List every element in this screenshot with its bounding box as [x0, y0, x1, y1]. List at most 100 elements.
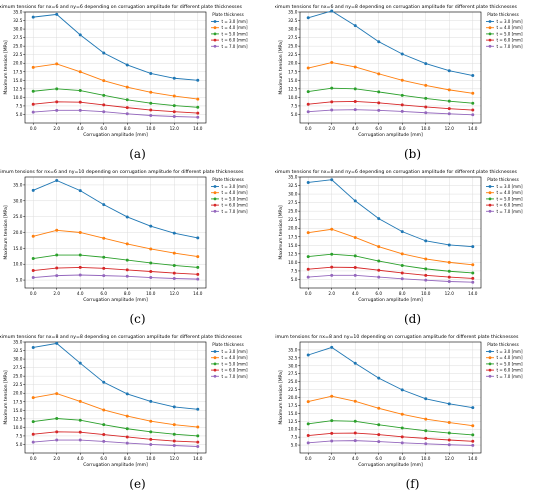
panel-d: Maximum tensions for nx=8 and ny=6 depen…	[275, 165, 550, 330]
y-tick-label: 17.5	[288, 69, 298, 74]
y-tick-label: 20.0	[288, 61, 298, 66]
x-tick-label: 2.0	[328, 291, 335, 296]
x-tick-label: 0.0	[30, 456, 37, 461]
data-point	[306, 180, 310, 184]
data-point	[353, 199, 357, 203]
legend-entry: t = 6.0 [mm]	[497, 203, 523, 208]
y-tick-label: 27.5	[288, 200, 298, 205]
panel-b: Maximum tensions for nx=6 and ny=8 depen…	[275, 0, 550, 165]
x-tick-label: 10.0	[146, 456, 156, 461]
chart-e: Maximum tensions for nx=8 and ny=8 depen…	[0, 334, 248, 468]
y-tick-label: 25.0	[288, 379, 298, 384]
chart-title: Maximum tensions for nx=8 and ny=6 depen…	[275, 169, 518, 175]
data-point	[330, 252, 334, 256]
series-line	[33, 254, 198, 268]
y-tick-label: 30.0	[13, 357, 23, 362]
data-point	[78, 430, 82, 434]
y-tick-label: 32.5	[288, 18, 298, 23]
data-point	[102, 51, 106, 55]
x-tick-label: 2.0	[328, 126, 335, 131]
series-line	[308, 253, 473, 274]
data-point	[172, 251, 176, 255]
y-tick-label: 25.0	[13, 44, 23, 49]
x-tick-label: 14.0	[468, 456, 478, 461]
y-tick-label: 35.0	[288, 347, 298, 352]
data-point	[447, 269, 451, 273]
data-point	[172, 271, 176, 275]
data-point	[172, 423, 176, 427]
x-tick-label: 14.0	[193, 456, 203, 461]
legend-swatch-marker	[488, 362, 492, 366]
data-point	[125, 441, 129, 445]
legend-title: Plate thickness	[212, 177, 244, 182]
data-point	[471, 91, 475, 95]
data-point	[125, 98, 129, 102]
x-tick-label: 10.0	[146, 291, 156, 296]
legend-swatch-marker	[213, 362, 217, 366]
y-tick-label: 35.0	[288, 10, 298, 15]
series-4	[306, 99, 475, 112]
x-axis: 0.0 2.0 4.0 6.0 8.0 10.0 12.0 14.0	[305, 177, 478, 296]
x-tick-label: 6.0	[100, 126, 107, 131]
series-3	[31, 417, 200, 438]
data-point	[424, 239, 428, 243]
legend-entry: t = 3.0 [mm]	[497, 349, 523, 354]
data-point	[78, 253, 82, 257]
x-tick-label: 10.0	[421, 456, 431, 461]
legend-swatch-marker	[213, 26, 217, 30]
data-point	[377, 259, 381, 263]
legend-entry: t = 5.0 [mm]	[497, 31, 523, 36]
data-point	[149, 261, 153, 265]
data-point	[353, 235, 357, 239]
x-tick-label: 0.0	[305, 126, 312, 131]
data-point	[78, 189, 82, 193]
legend-entry: t = 3.0 [mm]	[222, 19, 248, 24]
data-point	[306, 90, 310, 94]
data-point	[424, 105, 428, 109]
data-point	[125, 215, 129, 219]
panel-f: Maximum tensions for nx=8 and ny=10 depe…	[275, 330, 550, 495]
data-point	[196, 425, 200, 429]
data-point	[330, 227, 334, 231]
y-tick-label: 5.0	[16, 112, 23, 117]
data-point	[196, 105, 200, 109]
data-point	[172, 76, 176, 80]
data-point	[330, 431, 334, 435]
data-point	[330, 345, 334, 349]
data-point	[424, 429, 428, 433]
series-3	[306, 86, 475, 105]
data-point	[471, 443, 475, 447]
y-tick-label: 22.5	[288, 52, 298, 57]
legend-swatch-marker	[213, 44, 217, 48]
data-point	[400, 412, 404, 416]
series-1	[306, 178, 475, 249]
chart-c: Maximum tensions for nx=6 and ny=10 depe…	[0, 169, 248, 303]
legend-entry: t = 6.0 [mm]	[222, 203, 248, 208]
data-point	[353, 439, 357, 443]
legend-entry: t = 5.0 [mm]	[222, 361, 248, 366]
y-tick-label: 20.0	[13, 230, 23, 235]
y-tick-label: 32.5	[288, 355, 298, 360]
y-tick-label: 30.0	[288, 363, 298, 368]
data-point	[400, 78, 404, 82]
series-1	[306, 345, 475, 410]
data-point	[353, 361, 357, 365]
data-point	[102, 433, 106, 437]
y-tick-label: 20.0	[288, 226, 298, 231]
data-point	[377, 433, 381, 437]
y-tick-label: 15.0	[288, 411, 298, 416]
data-point	[196, 111, 200, 115]
legend-swatch-marker	[488, 185, 492, 188]
data-point	[102, 103, 106, 107]
y-tick-label: 32.5	[13, 348, 23, 353]
data-point	[377, 423, 381, 427]
y-tick-label: 10.0	[288, 95, 298, 100]
legend-swatch-marker	[488, 356, 492, 360]
y-tick-label: 7.5	[291, 268, 298, 273]
panel-c: Maximum tensions for nx=6 and ny=10 depe…	[0, 165, 275, 330]
series-2	[306, 394, 475, 428]
data-point	[353, 24, 357, 28]
data-point	[471, 271, 475, 275]
series-5	[306, 108, 475, 117]
